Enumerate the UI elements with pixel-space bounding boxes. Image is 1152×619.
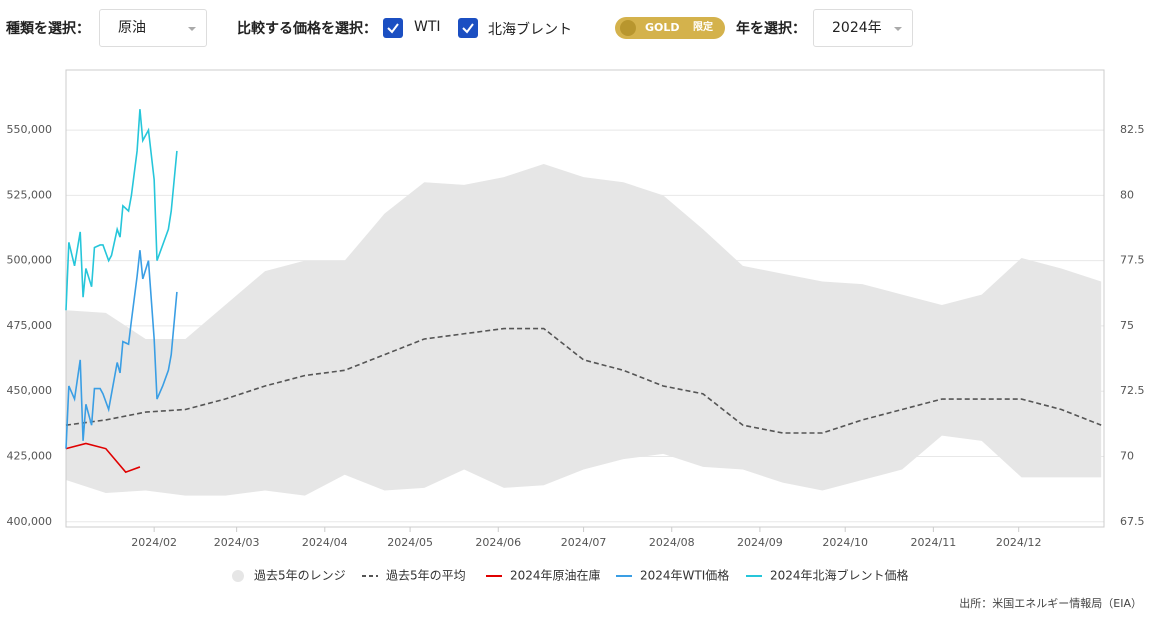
wti-check-label[interactable]: WTI bbox=[414, 19, 441, 35]
x-tick-label: 2024/04 bbox=[302, 536, 348, 549]
gold-badge: GOLD 限定 bbox=[615, 17, 725, 39]
series-line bbox=[65, 327, 1102, 434]
plot-frame bbox=[65, 69, 1105, 528]
legend-label: 過去5年のレンジ bbox=[254, 569, 346, 583]
y-tick-label: 450,000 bbox=[7, 384, 53, 397]
type-select[interactable]: 原油 bbox=[99, 9, 207, 47]
badge-text: GOLD bbox=[645, 21, 680, 34]
x-tick-label: 2024/10 bbox=[822, 536, 868, 549]
y2-tick-label: 77.5 bbox=[1120, 254, 1145, 267]
legend-swatch bbox=[232, 570, 244, 582]
year-label: 年を選択： bbox=[736, 21, 806, 37]
y-tick-label: 500,000 bbox=[7, 254, 53, 267]
y-tick-label: 550,000 bbox=[7, 123, 53, 136]
series-line bbox=[65, 109, 178, 311]
compare-label: 比較する価格を選択： bbox=[237, 21, 377, 37]
x-tick-label: 2024/08 bbox=[649, 536, 695, 549]
x-tick-label: 2024/03 bbox=[214, 536, 260, 549]
x-tick-label: 2024/05 bbox=[387, 536, 433, 549]
y-tick-label: 475,000 bbox=[7, 319, 53, 332]
y-tick-label: 425,000 bbox=[7, 449, 53, 462]
legend-label: 過去5年の平均 bbox=[386, 569, 466, 583]
y-tick-label: 400,000 bbox=[7, 515, 53, 528]
y2-tick-label: 80 bbox=[1120, 188, 1134, 201]
x-tick-label: 2024/12 bbox=[996, 536, 1042, 549]
brent-checkbox[interactable] bbox=[458, 18, 478, 38]
year-select[interactable]: 2024年 bbox=[813, 9, 913, 47]
source: 出所：米国エネルギー情報局（EIA） bbox=[959, 596, 1142, 610]
y2-tick-label: 67.5 bbox=[1120, 515, 1145, 528]
x-tick-label: 2024/07 bbox=[561, 536, 607, 549]
y2-tick-label: 82.5 bbox=[1120, 123, 1145, 136]
wti-checkbox[interactable] bbox=[383, 18, 403, 38]
y-tick-label: 525,000 bbox=[7, 188, 53, 201]
type-label: 種類を選択： bbox=[6, 21, 90, 37]
range-area bbox=[66, 164, 1102, 496]
series-line bbox=[65, 250, 178, 449]
brent-check-label[interactable]: 北海ブレント bbox=[488, 22, 572, 38]
badge-tag: 限定 bbox=[693, 22, 713, 33]
y2-tick-label: 70 bbox=[1120, 449, 1134, 462]
x-tick-label: 2024/09 bbox=[737, 536, 783, 549]
y2-tick-label: 72.5 bbox=[1120, 384, 1145, 397]
y2-tick-label: 75 bbox=[1120, 319, 1134, 332]
legend-label: 2024年原油在庫 bbox=[510, 569, 601, 583]
x-tick-label: 2024/02 bbox=[131, 536, 177, 549]
legend-label: 2024年WTI価格 bbox=[640, 568, 729, 583]
series-line bbox=[65, 442, 141, 474]
x-tick-label: 2024/06 bbox=[475, 536, 521, 549]
legend-label: 2024年北海ブレント価格 bbox=[770, 568, 909, 583]
x-tick-label: 2024/11 bbox=[911, 536, 957, 549]
